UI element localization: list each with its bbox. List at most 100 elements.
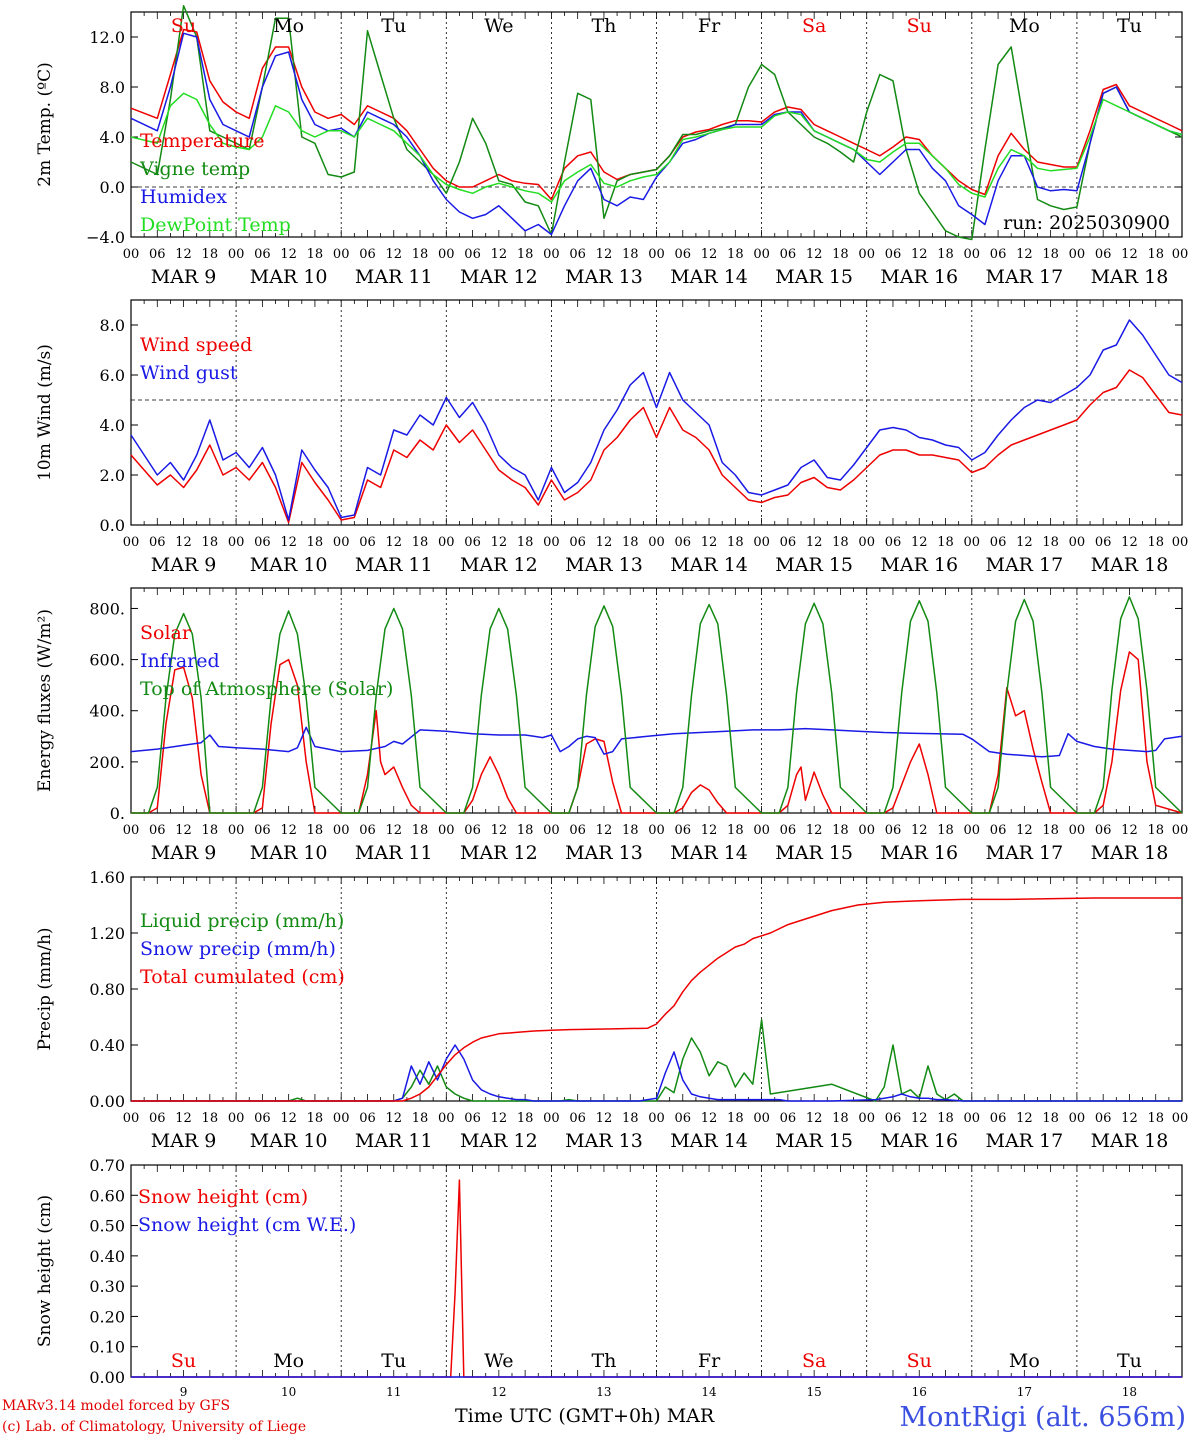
legend-entry: Temperature — [140, 130, 264, 152]
hour-tick-label: 12 — [385, 823, 402, 838]
y-tick-label: 0.80 — [89, 980, 125, 999]
series-line — [130, 92, 1183, 203]
hour-tick-label: 06 — [569, 535, 586, 550]
station-name: MontRigi (alt. 656m) — [899, 1402, 1186, 1433]
date-label: MAR 9 — [151, 1130, 217, 1152]
panel-2 — [130, 299, 1183, 526]
legend-entry: Top of Atmosphere (Solar) — [140, 678, 393, 700]
hour-tick-label: 00 — [648, 1111, 665, 1126]
hour-tick-label: 00 — [543, 247, 560, 262]
day-name-label: We — [484, 1350, 513, 1372]
hour-tick-label: 12 — [596, 1111, 613, 1126]
legend-entry: Total cumulated (cm) — [140, 966, 345, 988]
date-label: MAR 12 — [460, 842, 538, 864]
series-line — [131, 651, 1183, 814]
hour-tick-label: 00 — [123, 1111, 140, 1126]
date-label: MAR 12 — [460, 266, 538, 288]
date-label: MAR 15 — [775, 1130, 853, 1152]
hour-tick-label: 06 — [359, 1111, 376, 1126]
hour-tick-label: 06 — [569, 1111, 586, 1126]
hour-tick-label: 12 — [385, 247, 402, 262]
legend-entry: Snow height (cm) — [138, 1186, 308, 1208]
hour-tick-label: 12 — [175, 535, 192, 550]
day-number-label: 17 — [1017, 1385, 1032, 1399]
legend-entry: Snow precip (mm/h) — [140, 938, 336, 960]
day-name-label: Su — [907, 15, 932, 37]
hour-tick-label: 18 — [1147, 247, 1164, 262]
hour-tick-label: 18 — [1042, 535, 1059, 550]
y-tick-label: 4.0 — [100, 416, 125, 435]
y-tick-label: 0.70 — [89, 1156, 125, 1175]
hour-tick-label: 18 — [202, 823, 219, 838]
hour-tick-label: 12 — [596, 823, 613, 838]
y-tick-label: 800. — [89, 599, 125, 618]
date-label: MAR 9 — [151, 842, 217, 864]
y-tick-label: 0.0 — [100, 178, 125, 197]
hour-tick-label: 12 — [911, 247, 928, 262]
y-tick-label: 0.60 — [89, 1186, 125, 1205]
hour-tick-label: 12 — [1121, 535, 1138, 550]
hour-tick-label: 06 — [149, 247, 166, 262]
y-tick-label: 0.30 — [89, 1277, 125, 1296]
hour-tick-label: 12 — [491, 1111, 508, 1126]
y-tick-label: 0.40 — [89, 1247, 125, 1266]
hour-tick-label: 12 — [280, 823, 297, 838]
x-axis-title: Time UTC (GMT+0h) MAR — [455, 1405, 715, 1427]
hour-tick-label: 00 — [648, 823, 665, 838]
day-number-label: 15 — [807, 1385, 822, 1399]
hour-tick-label: 18 — [1147, 535, 1164, 550]
day-name-label: Mo — [273, 1350, 304, 1372]
day-name-label: Mo — [1009, 1350, 1040, 1372]
lab-credit-line: (c) Lab. of Climatology, University of L… — [2, 1419, 307, 1435]
hour-tick-label: 06 — [464, 823, 481, 838]
day-name-label: Su — [171, 15, 196, 37]
legend-entry: DewPoint Temp — [140, 214, 291, 236]
hour-tick-label: 18 — [832, 1111, 849, 1126]
hour-tick-label: 06 — [885, 247, 902, 262]
hour-tick-label: 18 — [517, 535, 534, 550]
run-label: run: 2025030900 — [1003, 212, 1170, 234]
y-tick-label: 600. — [89, 651, 125, 670]
date-label: MAR 15 — [775, 554, 853, 576]
hour-tick-label: 12 — [806, 535, 823, 550]
hour-tick-label: 00 — [438, 1111, 455, 1126]
date-label: MAR 11 — [355, 1130, 433, 1152]
series-line — [131, 897, 1182, 1102]
date-label: MAR 16 — [880, 1130, 958, 1152]
date-label: MAR 14 — [670, 266, 748, 288]
y-tick-label: 0.10 — [89, 1338, 125, 1357]
hour-tick-label: 06 — [1095, 823, 1112, 838]
hour-tick-label: 06 — [780, 823, 797, 838]
y-tick-label: 6.0 — [100, 366, 125, 385]
hour-tick-label: 00 — [1069, 535, 1086, 550]
hour-tick-label: 18 — [307, 247, 324, 262]
hour-tick-label: 12 — [385, 535, 402, 550]
hour-tick-label: 18 — [622, 1111, 639, 1126]
day-name-label: Fr — [698, 15, 721, 37]
hour-tick-label: 18 — [832, 823, 849, 838]
hour-tick-label: 12 — [596, 535, 613, 550]
y-axis-label: Precip (mm/h) — [35, 927, 55, 1050]
series-line — [131, 1179, 1182, 1378]
hour-tick-label: 00 — [543, 1111, 560, 1126]
y-axis-label: Energy fluxes (W/m²) — [35, 609, 55, 792]
day-name-label: Th — [591, 1350, 616, 1372]
y-tick-label: 0.00 — [89, 1092, 125, 1111]
hour-tick-label: 06 — [149, 1111, 166, 1126]
date-label: MAR 18 — [1091, 554, 1169, 576]
date-label: MAR 10 — [250, 842, 328, 864]
hour-tick-label: 06 — [990, 1111, 1007, 1126]
y-tick-label: 2.0 — [100, 466, 125, 485]
day-number-label: 13 — [596, 1385, 611, 1399]
hour-tick-label: 18 — [517, 823, 534, 838]
hour-tick-label: 18 — [1042, 823, 1059, 838]
hour-tick-label: 00 — [1069, 1111, 1086, 1126]
hour-tick-label: 06 — [990, 535, 1007, 550]
day-name-label: Th — [591, 15, 616, 37]
hour-tick-label: 18 — [517, 247, 534, 262]
date-label: MAR 11 — [355, 842, 433, 864]
date-label: MAR 14 — [670, 842, 748, 864]
hour-tick-label: 06 — [885, 823, 902, 838]
date-label: MAR 18 — [1091, 266, 1169, 288]
